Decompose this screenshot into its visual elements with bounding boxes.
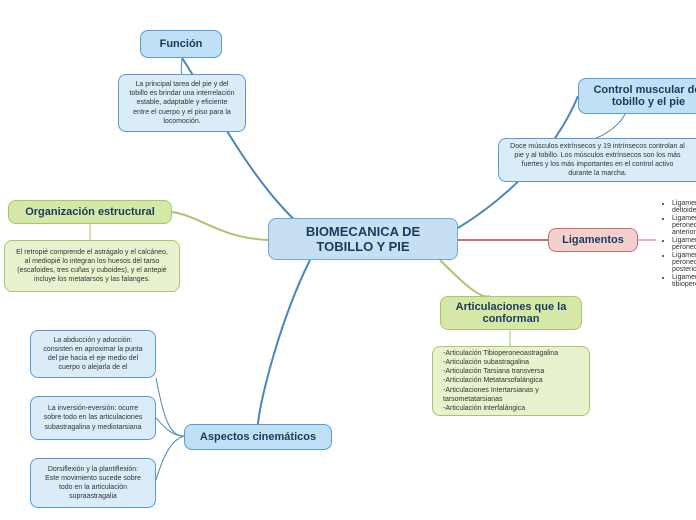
node-organizacion[interactable]: Organización estructural — [8, 200, 172, 224]
organizacion-label: Organización estructural — [25, 206, 155, 218]
funcion-label: Función — [160, 38, 203, 50]
articulaciones-label: Articulaciones que la conforman — [451, 301, 571, 325]
detail-ligamentos: Ligamento deltoideo Ligamento peroneoast… — [656, 218, 696, 270]
detail-organizacion: El retropié comprende el astrágalo y el … — [4, 240, 180, 292]
control-label: Control muscular del tobillo y el pie — [589, 84, 696, 108]
ligamentos-list: Ligamento deltoideo Ligamento peroneoast… — [658, 199, 696, 289]
node-funcion[interactable]: Función — [140, 30, 222, 58]
detail-aspectos-1: La abducción y aducción: consisten en ap… — [30, 330, 156, 378]
detail-aspectos-2: La inversión-eversión: ocurre sobre todo… — [30, 396, 156, 440]
detail-funcion: La principal tarea del pie y del tobillo… — [118, 74, 246, 132]
central-node[interactable]: BIOMECANICA DE TOBILLO Y PIE — [268, 218, 458, 260]
detail-articulaciones: -Articulación Tibioperoneoastragalina -A… — [432, 346, 590, 416]
node-aspectos[interactable]: Aspectos cinemáticos — [184, 424, 332, 450]
central-label: BIOMECANICA DE TOBILLO Y PIE — [279, 224, 447, 254]
node-ligamentos[interactable]: Ligamentos — [548, 228, 638, 252]
mindmap-canvas: BIOMECANICA DE TOBILLO Y PIE Función La … — [0, 0, 696, 520]
node-articulaciones[interactable]: Articulaciones que la conforman — [440, 296, 582, 330]
detail-control: Doce músculos extrínsecos y 19 intrínsec… — [498, 138, 696, 182]
detail-aspectos-3: Dorsiflexión y la plantiflexión: Este mo… — [30, 458, 156, 508]
aspectos-label: Aspectos cinemáticos — [200, 431, 316, 443]
node-control[interactable]: Control muscular del tobillo y el pie — [578, 78, 696, 114]
ligamentos-label: Ligamentos — [562, 234, 624, 246]
